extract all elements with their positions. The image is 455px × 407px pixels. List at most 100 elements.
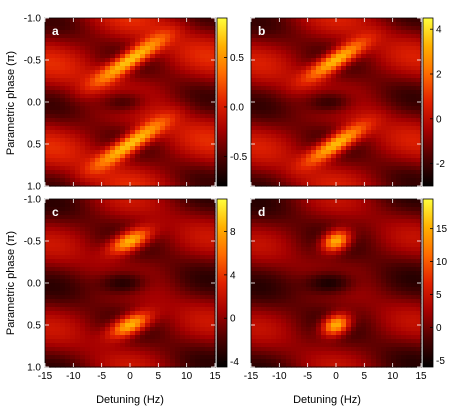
heatmap-cell bbox=[150, 319, 156, 324]
heatmap-cell bbox=[115, 215, 121, 220]
heatmap-cell bbox=[135, 291, 141, 296]
heatmap-cell bbox=[85, 251, 91, 256]
heatmap-cell bbox=[286, 30, 292, 35]
heatmap-cell bbox=[376, 146, 382, 151]
colorbar-c bbox=[216, 198, 228, 368]
heatmap-cell bbox=[125, 335, 131, 340]
heatmap-cell bbox=[316, 158, 322, 163]
heatmap-cell bbox=[401, 82, 407, 87]
heatmap-cell bbox=[50, 178, 56, 183]
heatmap-cell bbox=[185, 70, 191, 75]
heatmap-cell bbox=[60, 86, 66, 91]
heatmap-cell bbox=[100, 223, 106, 228]
heatmap-cell bbox=[286, 166, 292, 171]
heatmap-cell bbox=[291, 38, 297, 43]
heatmap-cell bbox=[50, 146, 56, 151]
colorbar-tick-label: 0 bbox=[230, 314, 236, 325]
heatmap-cell bbox=[85, 94, 91, 99]
heatmap-cell bbox=[396, 78, 402, 83]
heatmap-cell bbox=[45, 82, 51, 87]
heatmap-cell bbox=[180, 118, 186, 123]
heatmap-cell bbox=[190, 331, 196, 336]
heatmap-cell bbox=[180, 363, 186, 368]
heatmap-cell bbox=[130, 170, 136, 175]
heatmap-cells-a bbox=[45, 18, 216, 187]
heatmap-cell bbox=[45, 331, 51, 336]
heatmap-cell bbox=[381, 54, 387, 59]
heatmap-cell bbox=[356, 182, 362, 187]
heatmap-cell bbox=[266, 211, 272, 216]
heatmap-cell bbox=[266, 38, 272, 43]
heatmap-cell bbox=[145, 150, 151, 155]
heatmap-cell bbox=[351, 26, 357, 31]
heatmap-cell bbox=[135, 323, 141, 328]
heatmap-cell bbox=[381, 22, 387, 27]
heatmap-cell bbox=[155, 106, 161, 111]
heatmap-cell bbox=[366, 34, 372, 39]
heatmap-cell bbox=[95, 174, 101, 179]
heatmap-cell bbox=[95, 279, 101, 284]
heatmap-cell bbox=[145, 335, 151, 340]
heatmap-cell bbox=[396, 146, 402, 151]
heatmap-cell bbox=[45, 251, 51, 256]
heatmap-cell bbox=[251, 82, 257, 87]
heatmap-cell bbox=[331, 170, 337, 175]
heatmap-cell bbox=[311, 243, 317, 248]
heatmap-cell bbox=[165, 199, 171, 204]
heatmap-cell bbox=[45, 86, 51, 91]
heatmap-cell bbox=[80, 343, 86, 348]
heatmap-cell bbox=[406, 98, 412, 103]
heatmap-cell bbox=[190, 106, 196, 111]
heatmap-cell bbox=[371, 259, 377, 264]
heatmap-cell bbox=[155, 259, 161, 264]
heatmap-cell bbox=[336, 178, 342, 183]
heatmap-cell bbox=[55, 203, 61, 208]
heatmap-cell bbox=[286, 78, 292, 83]
heatmap-cell bbox=[140, 347, 146, 352]
heatmap-cell bbox=[105, 339, 111, 344]
heatmap-cell bbox=[120, 126, 126, 131]
heatmap-cell bbox=[190, 339, 196, 344]
heatmap-cell bbox=[195, 251, 201, 256]
heatmap-cell bbox=[170, 307, 176, 312]
heatmap-cell bbox=[195, 54, 201, 59]
heatmap-cell bbox=[105, 335, 111, 340]
heatmap-cell bbox=[105, 58, 111, 63]
heatmap-cell bbox=[396, 114, 402, 119]
heatmap-cell bbox=[276, 38, 282, 43]
heatmap-cell bbox=[190, 18, 196, 23]
heatmap-cell bbox=[266, 243, 272, 248]
heatmap-cell bbox=[95, 359, 101, 364]
heatmap-cell bbox=[100, 211, 106, 216]
heatmap-cell bbox=[75, 90, 81, 95]
heatmap-cell bbox=[150, 30, 156, 35]
heatmap-cell bbox=[45, 138, 51, 143]
heatmap-cell bbox=[286, 58, 292, 63]
heatmap-cell bbox=[306, 98, 312, 103]
heatmap-cell bbox=[110, 239, 116, 244]
heatmap-cell bbox=[200, 219, 206, 224]
heatmap-cell bbox=[411, 18, 417, 23]
heatmap-cell bbox=[155, 239, 161, 244]
heatmap-cell bbox=[396, 199, 402, 204]
heatmap-cell bbox=[60, 42, 66, 47]
heatmap-cell bbox=[401, 146, 407, 151]
heatmap-cell bbox=[110, 219, 116, 224]
heatmap-cell bbox=[70, 235, 76, 240]
heatmap-cell bbox=[406, 162, 412, 167]
heatmap-cell bbox=[291, 58, 297, 63]
heatmap-cell bbox=[205, 299, 211, 304]
heatmap-cell bbox=[341, 154, 347, 159]
heatmap-cell bbox=[346, 118, 352, 123]
heatmap-cell bbox=[95, 154, 101, 159]
heatmap-cell bbox=[336, 227, 342, 232]
heatmap-cell bbox=[205, 126, 211, 131]
heatmap-cell bbox=[301, 122, 307, 127]
heatmap-cell bbox=[120, 138, 126, 143]
heatmap-cell bbox=[251, 166, 257, 171]
heatmap-cell bbox=[115, 42, 121, 47]
heatmap-cell bbox=[185, 287, 191, 292]
heatmap-cell bbox=[396, 227, 402, 232]
heatmap-cell bbox=[175, 106, 181, 111]
heatmap-cell bbox=[150, 291, 156, 296]
